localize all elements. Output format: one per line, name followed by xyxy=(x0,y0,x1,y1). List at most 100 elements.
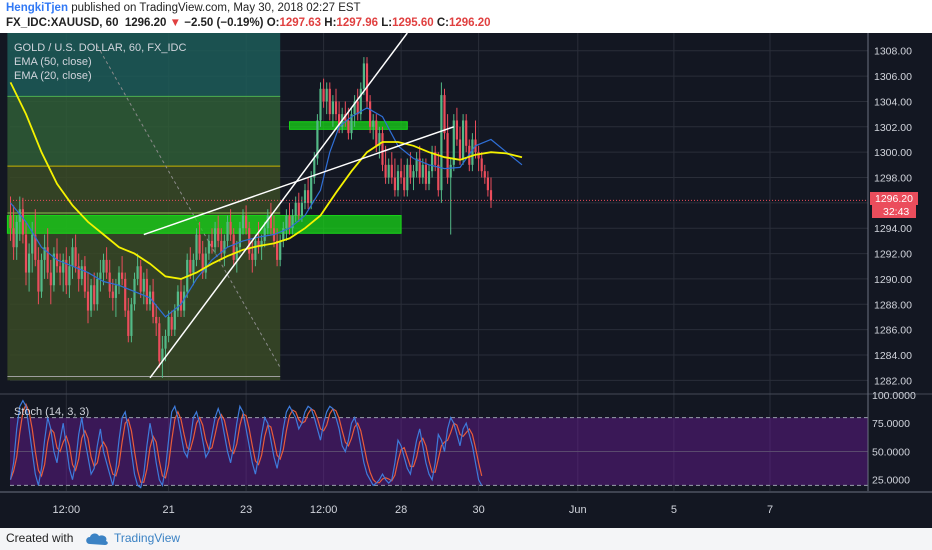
candle-body xyxy=(210,240,214,248)
candle-body xyxy=(446,133,449,178)
candle-body xyxy=(226,221,229,241)
tradingview-link[interactable]: TradingView xyxy=(114,531,181,545)
candle-body xyxy=(189,259,192,273)
candle-body xyxy=(443,95,446,134)
time-tick-label: 12:00 xyxy=(53,504,81,516)
author-link[interactable]: HengkiTjen xyxy=(6,2,68,14)
price-tick-label: 1298.00 xyxy=(874,173,912,185)
candle-body xyxy=(15,221,18,248)
price-tag: 1296.20 32:43 xyxy=(870,192,918,218)
l-value: 1295.60 xyxy=(392,17,434,29)
price-tick-label: 1304.00 xyxy=(874,96,912,108)
stoch-tick-label: 100.0000 xyxy=(872,390,916,402)
h-label: H: xyxy=(324,17,337,29)
candle-body xyxy=(269,215,272,229)
published-text: published on TradingView.com, May 30, 20… xyxy=(71,2,361,14)
candle-body xyxy=(71,247,74,267)
candle-body xyxy=(257,240,260,248)
ema50-line xyxy=(9,82,523,280)
price-tick-label: 1286.00 xyxy=(874,325,912,337)
candle-body xyxy=(415,158,418,172)
candle-body xyxy=(77,266,80,279)
h-value: 1297.96 xyxy=(336,17,378,29)
o-label: O: xyxy=(266,17,280,29)
candle-body xyxy=(279,240,282,260)
candle-body xyxy=(437,164,440,191)
c-label: C: xyxy=(436,17,449,29)
candle-body xyxy=(390,164,393,178)
candle-body xyxy=(102,259,105,273)
candle-body xyxy=(124,278,127,311)
candle-body xyxy=(37,259,40,292)
candle-body xyxy=(409,164,412,178)
candle-body xyxy=(65,259,68,286)
candle-body xyxy=(316,120,319,159)
candle-body xyxy=(145,278,148,305)
price-tick-label: 1282.00 xyxy=(874,375,912,387)
candle-body xyxy=(381,133,384,165)
candle-body xyxy=(232,234,235,260)
candle-body xyxy=(223,240,226,254)
candle-body xyxy=(43,247,46,260)
candle-body xyxy=(235,247,238,260)
candle-body xyxy=(164,335,167,349)
fib-zone-upper xyxy=(7,96,281,167)
o-value: 1297.63 xyxy=(279,17,322,29)
candle-body xyxy=(431,152,434,172)
candle-body xyxy=(130,304,133,336)
candle-body xyxy=(96,278,99,305)
candle-body xyxy=(362,63,365,89)
channel-lines xyxy=(143,32,455,379)
candle-body xyxy=(176,291,179,311)
candle-body xyxy=(285,215,288,229)
legend-ema20: EMA (20, close) xyxy=(14,70,92,82)
candle-body xyxy=(214,228,217,248)
candle-body xyxy=(462,120,465,159)
candle-body xyxy=(483,171,486,178)
header: HengkiTjen published on TradingView.com,… xyxy=(0,0,932,33)
candle-body xyxy=(489,190,493,201)
stoch-panel xyxy=(0,393,932,489)
candle-body xyxy=(486,177,489,191)
candle-body xyxy=(372,120,375,127)
time-tick-label: 21 xyxy=(162,504,174,516)
candle-body xyxy=(387,164,390,178)
candle-body xyxy=(93,285,96,305)
created-with-text: Created with xyxy=(6,531,74,545)
stoch-k-line xyxy=(9,399,483,489)
candle-body xyxy=(158,323,161,362)
candle-body xyxy=(325,88,328,102)
price-tick-label: 1284.00 xyxy=(874,350,912,362)
candle-body xyxy=(307,190,310,203)
countdown-value: 32:43 xyxy=(883,206,909,218)
candle-body xyxy=(31,234,34,254)
price-tick-label: 1292.00 xyxy=(874,249,912,261)
chart-area[interactable]: 1282.00 1284.00 1286.00 1288.00 1290.00 1292.… xyxy=(0,32,932,528)
candle-body xyxy=(297,202,300,216)
price-tick-label: 1306.00 xyxy=(874,71,912,83)
c-value: 1296.20 xyxy=(448,17,491,29)
candle-body xyxy=(245,215,248,229)
candle-body xyxy=(480,158,483,172)
candle-body xyxy=(111,291,114,298)
candle-body xyxy=(127,310,130,336)
candle-body xyxy=(220,240,223,254)
candles xyxy=(9,57,868,378)
candle-body xyxy=(136,266,139,279)
time-tick-label: 5 xyxy=(671,504,677,516)
candle-body xyxy=(198,234,201,254)
ema-lines xyxy=(9,82,523,318)
candle-body xyxy=(28,253,31,273)
stoch-tick-label: 75.0000 xyxy=(872,418,910,430)
candle-body xyxy=(152,291,155,317)
stoch-label: Stoch (14, 3, 3) xyxy=(14,406,89,418)
candle-body xyxy=(294,202,297,216)
candle-body xyxy=(167,316,170,336)
candle-body xyxy=(142,278,145,292)
candle-body xyxy=(369,101,372,127)
candle-body xyxy=(62,259,65,273)
candle-body xyxy=(21,209,24,235)
candle-body xyxy=(393,177,396,191)
chart-svg[interactable]: 1282.00 1284.00 1286.00 1288.00 1290.00 1292.… xyxy=(0,32,932,528)
candle-body xyxy=(59,266,62,273)
